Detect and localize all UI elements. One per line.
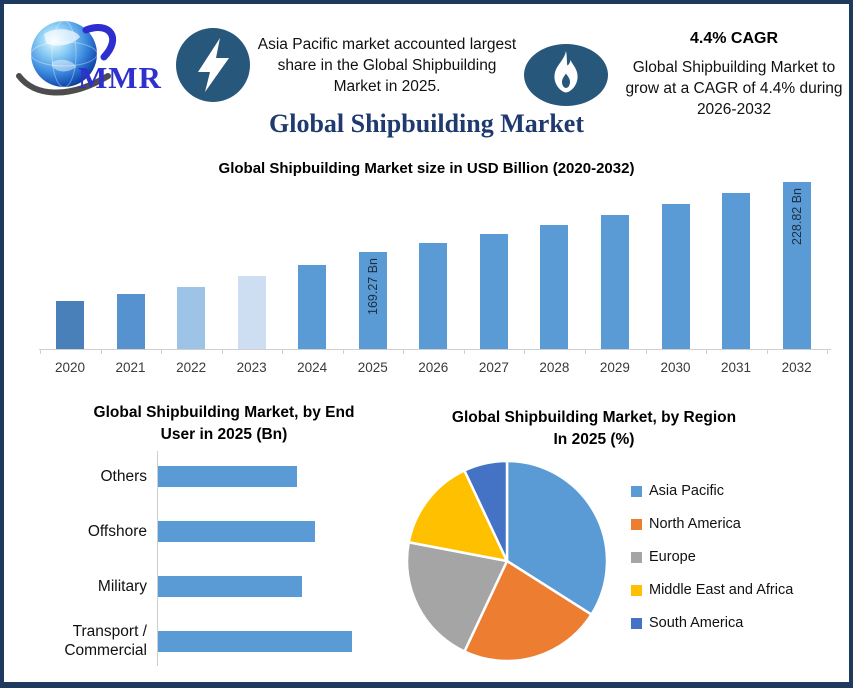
column-chart-plot: 2020 2021 2022 2023 2024 169.27 Bn 2025 2026 202…	[39, 182, 831, 375]
category-label: Military	[97, 577, 147, 595]
bar-2032: 228.82 Bn	[782, 182, 811, 349]
bar-2029	[600, 215, 629, 349]
bar-offshore	[158, 520, 315, 542]
logo-swoosh-gray	[16, 73, 111, 96]
bar-2021	[116, 294, 145, 349]
x-axis-tick	[706, 349, 708, 354]
x-axis-label: 2021	[115, 360, 146, 375]
cagr-title: 4.4% CAGR	[689, 30, 779, 47]
legend-label: Asia Pacific	[649, 483, 724, 499]
legend-item: Europe	[631, 549, 793, 565]
lightning-badge	[176, 28, 250, 102]
legend-label: Europe	[649, 549, 696, 565]
x-axis-label: 2023	[236, 360, 267, 375]
pie-slice-middle-east-and-africa	[407, 469, 509, 563]
bar-data-label: 169.27 Bn	[365, 258, 380, 315]
x-axis-label: 2025	[357, 360, 388, 375]
legend-label: Middle East and Africa	[649, 582, 794, 598]
logo-swoosh-blue	[82, 24, 117, 61]
bar-2031	[722, 193, 751, 349]
bar-military	[158, 575, 302, 597]
bar-2022	[177, 287, 206, 349]
bar-2025: 169.27 Bn	[358, 252, 387, 349]
flame-icon	[554, 51, 578, 93]
legend-item: North America	[631, 516, 793, 532]
pie-chart-title: Global Shipbuilding Market, by Region In…	[451, 409, 737, 448]
x-axis-tick	[645, 349, 647, 354]
legend-item: South America	[631, 615, 793, 631]
legend-swatch	[631, 485, 642, 497]
x-axis-tick	[463, 349, 465, 354]
bar-data-label: 228.82 Bn	[789, 188, 804, 245]
pie-slice-south-america	[463, 459, 509, 563]
x-axis-tick	[161, 349, 163, 354]
logo-text: MMR	[78, 60, 162, 95]
x-axis-label: 2027	[478, 360, 509, 375]
x-axis-tick	[403, 349, 405, 354]
legend-swatch	[631, 551, 642, 563]
cagr-text: Global Shipbuilding Market to grow at a …	[625, 59, 843, 118]
category-label: Transport / Commercial	[64, 623, 147, 659]
bar-others	[158, 465, 297, 487]
column-chart-title: Global Shipbuilding Market size in USD B…	[218, 160, 635, 177]
x-axis-tick	[282, 349, 284, 354]
cagr-block: 4.4% CAGR Global Shipbuilding Market to …	[616, 30, 849, 120]
x-axis-label: 2030	[660, 360, 691, 375]
bar-2030	[661, 204, 690, 349]
x-axis-tick	[766, 349, 768, 354]
legend-label: South America	[649, 615, 744, 631]
bar-transport-commercial	[158, 630, 352, 652]
x-axis-tick	[221, 349, 223, 354]
pie-legend: Asia Pacific North America Europe Middle Ea…	[631, 483, 794, 631]
category-label: Offshore	[87, 522, 147, 540]
mmr-logo: MMR	[16, 20, 162, 96]
x-axis-label: 2032	[781, 360, 812, 375]
page-title: Global Shipbuilding Market	[269, 109, 584, 138]
bar-2024	[298, 265, 327, 349]
x-axis-tick	[524, 349, 526, 354]
bar-2020	[56, 301, 84, 349]
legend-item: Middle East and Africa	[631, 582, 794, 598]
x-axis-label: 2026	[418, 360, 449, 375]
hbar-chart-labels: Others Offshore Military Transport / Commer…	[14, 451, 147, 666]
legend-item: Asia Pacific	[631, 483, 793, 499]
flame-badge	[524, 44, 608, 106]
x-axis-label: 2031	[721, 360, 752, 375]
hbar-chart-plot	[157, 451, 383, 666]
headline-text: Asia Pacific market accounted largest sh…	[257, 36, 517, 95]
bar-2028	[540, 225, 569, 349]
x-axis-label: 2029	[599, 360, 630, 375]
bar-2026	[419, 243, 448, 349]
x-axis-tick	[40, 349, 41, 354]
x-axis-tick	[342, 349, 344, 354]
bar-2027	[479, 234, 508, 349]
bar-2023	[237, 276, 266, 349]
legend-swatch	[631, 518, 642, 530]
category-label: Others	[100, 467, 147, 485]
x-axis-tick	[827, 349, 829, 354]
legend-swatch	[631, 617, 642, 629]
hbar-chart-title: Global Shipbuilding Market, by End User …	[93, 404, 355, 443]
pie-slice-europe	[405, 541, 509, 653]
x-axis-label: 2028	[539, 360, 570, 375]
x-axis-label: 2020	[54, 360, 86, 375]
legend-label: North America	[649, 516, 741, 532]
lightning-icon	[198, 38, 229, 92]
x-axis-tick	[100, 349, 102, 354]
legend-swatch	[631, 584, 642, 596]
x-axis-tick	[584, 349, 586, 354]
x-axis-label: 2022	[176, 360, 207, 375]
pie-chart	[405, 459, 609, 663]
x-axis-label: 2024	[297, 360, 328, 375]
